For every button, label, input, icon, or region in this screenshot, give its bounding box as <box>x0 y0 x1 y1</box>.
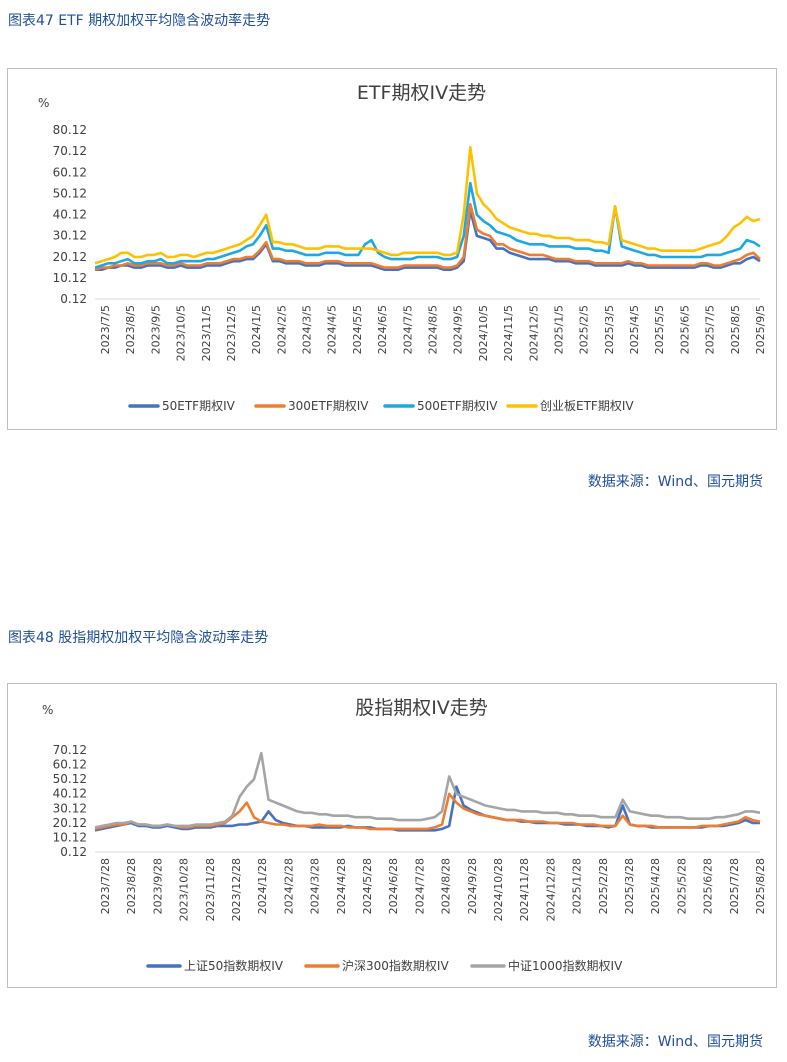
series-line <box>95 209 761 271</box>
series-line <box>94 145 761 265</box>
x-tick-label: 2024/10/5 <box>477 305 490 361</box>
legend-label: 创业板ETF期权IV <box>540 399 634 413</box>
y-axis-unit: % <box>42 703 53 717</box>
source-note-1: 数据来源：Wind、国元期货 <box>587 474 763 490</box>
x-tick-label: 2025/8/5 <box>729 305 742 354</box>
x-tick-label: 2023/8/28 <box>125 858 138 914</box>
x-tick-label: 2025/8/28 <box>754 858 767 914</box>
x-tick-label: 2024/11/5 <box>502 305 515 361</box>
y-tick-label: 60.12 <box>53 165 87 179</box>
x-tick-label: 2023/10/28 <box>178 858 191 921</box>
x-tick-label: 2024/4/5 <box>326 305 339 354</box>
x-tick-label: 2025/1/28 <box>571 858 584 914</box>
y-tick-label: 60.12 <box>53 758 87 772</box>
x-tick-label: 2024/2/28 <box>282 858 295 914</box>
x-tick-label: 2024/3/5 <box>301 305 314 354</box>
x-tick-label: 2024/8/28 <box>440 858 453 914</box>
x-tick-label: 2024/4/28 <box>335 858 348 914</box>
y-tick-label: 30.12 <box>53 229 87 243</box>
legend-label: 沪深300指数期权IV <box>342 958 449 973</box>
legend-label: 300ETF期权IV <box>288 399 369 413</box>
y-tick-label: 20.12 <box>53 250 87 264</box>
x-tick-label: 2025/4/5 <box>628 305 641 354</box>
x-tick-label: 2024/5/28 <box>361 858 374 914</box>
x-tick-label: 2024/1/5 <box>250 305 263 354</box>
x-tick-label: 2025/2/5 <box>578 305 591 354</box>
y-tick-label: 50.12 <box>53 772 87 786</box>
y-tick-label: 0.12 <box>60 845 87 859</box>
x-tick-label: 2023/12/5 <box>225 305 238 361</box>
x-tick-label: 2025/1/5 <box>552 305 565 354</box>
x-tick-label: 2024/12/5 <box>527 305 540 361</box>
x-tick-label: 2023/9/5 <box>149 305 162 354</box>
x-tick-label: 2023/7/28 <box>99 858 112 914</box>
x-tick-label: 2023/8/5 <box>124 305 137 354</box>
y-tick-label: 10.12 <box>53 271 87 285</box>
x-tick-label: 2024/8/5 <box>427 305 440 354</box>
x-tick-label: 2024/5/5 <box>351 305 364 354</box>
x-tick-label: 2025/7/28 <box>728 858 741 914</box>
series-line <box>94 751 761 829</box>
y-axis-unit: % <box>38 96 49 110</box>
x-tick-label: 2024/7/5 <box>401 305 414 354</box>
chart-title: 股指期权IV走势 <box>355 697 488 719</box>
legend-label: 上证50指数期权IV <box>184 958 284 973</box>
series-line <box>94 202 761 271</box>
index-iv-chart: 股指期权IV走势% 0.1210.1220.1230.1240.1250.1260… <box>42 697 767 973</box>
y-tick-label: 80.12 <box>53 123 87 137</box>
legend-label: 50ETF期权IV <box>162 399 236 413</box>
legend-label: 500ETF期权IV <box>417 399 498 413</box>
y-tick-label: 10.12 <box>53 830 87 844</box>
etf-iv-chart: ETF期权IV走势% 0.12 10.12 20.12 30.12 40.12 50.12 6… <box>38 82 767 413</box>
index-iv-chart-box: 股指期权IV走势% 0.12 10.12 20.12 30.12 40.12 50.12 60… <box>7 683 777 988</box>
series-line <box>94 792 761 831</box>
figure-caption-48: 图表48 股指期权加权平均隐含波动率走势 <box>8 630 269 646</box>
figure-caption-47: 图表47 ETF 期权加权平均隐含波动率走势 <box>8 13 271 29</box>
x-tick-label: 2025/5/28 <box>675 858 688 914</box>
x-tick-label: 2024/6/28 <box>387 858 400 914</box>
y-tick-label: 40.12 <box>53 208 87 222</box>
series-line <box>94 181 761 269</box>
y-tick-label: 70.12 <box>53 144 87 158</box>
x-tick-label: 2023/11/28 <box>204 858 217 921</box>
y-tick-label: 0.12 <box>60 292 87 306</box>
x-tick-label: 2024/3/28 <box>309 858 322 914</box>
x-tick-label: 2024/9/5 <box>452 305 465 354</box>
x-tick-label: 2023/11/5 <box>200 305 213 361</box>
x-tick-label: 2024/10/28 <box>492 858 505 921</box>
x-tick-label: 2023/12/28 <box>230 858 243 921</box>
legend-label: 中证1000指数期权IV <box>508 958 623 973</box>
x-tick-label: 2025/2/28 <box>597 858 610 914</box>
x-tick-label: 2024/11/28 <box>518 858 531 921</box>
y-tick-label: 70.12 <box>53 743 87 757</box>
source-note-2: 数据来源：Wind、国元期货 <box>587 1034 763 1050</box>
x-tick-label: 2024/7/28 <box>413 858 426 914</box>
x-tick-label: 2025/7/5 <box>704 305 717 354</box>
x-tick-label: 2025/6/28 <box>702 858 715 914</box>
x-tick-label: 2023/9/28 <box>151 858 164 914</box>
x-tick-label: 2024/12/28 <box>544 858 557 921</box>
x-tick-label: 2025/5/5 <box>653 305 666 354</box>
y-tick-label: 30.12 <box>53 801 87 815</box>
x-tick-label: 2023/10/5 <box>175 305 188 361</box>
x-tick-label: 2024/2/5 <box>275 305 288 354</box>
etf-iv-chart-box: ETF期权IV走势% 0.12 10.12 20.12 30.12 40.12 50.12 6… <box>7 68 777 430</box>
chart-title: ETF期权IV走势 <box>357 82 486 104</box>
x-tick-label: 2024/6/5 <box>376 305 389 354</box>
y-tick-label: 50.12 <box>53 186 87 200</box>
x-tick-label: 2023/7/5 <box>99 305 112 354</box>
x-tick-label: 2024/1/28 <box>256 858 269 914</box>
x-tick-label: 2025/3/5 <box>603 305 616 354</box>
x-tick-label: 2025/3/28 <box>623 858 636 914</box>
x-tick-label: 2025/6/5 <box>678 305 691 354</box>
y-tick-label: 40.12 <box>53 787 87 801</box>
x-tick-label: 2024/9/28 <box>466 858 479 914</box>
x-tick-label: 2025/4/28 <box>649 858 662 914</box>
x-tick-label: 2025/9/5 <box>754 305 767 354</box>
y-tick-label: 20.12 <box>53 816 87 830</box>
